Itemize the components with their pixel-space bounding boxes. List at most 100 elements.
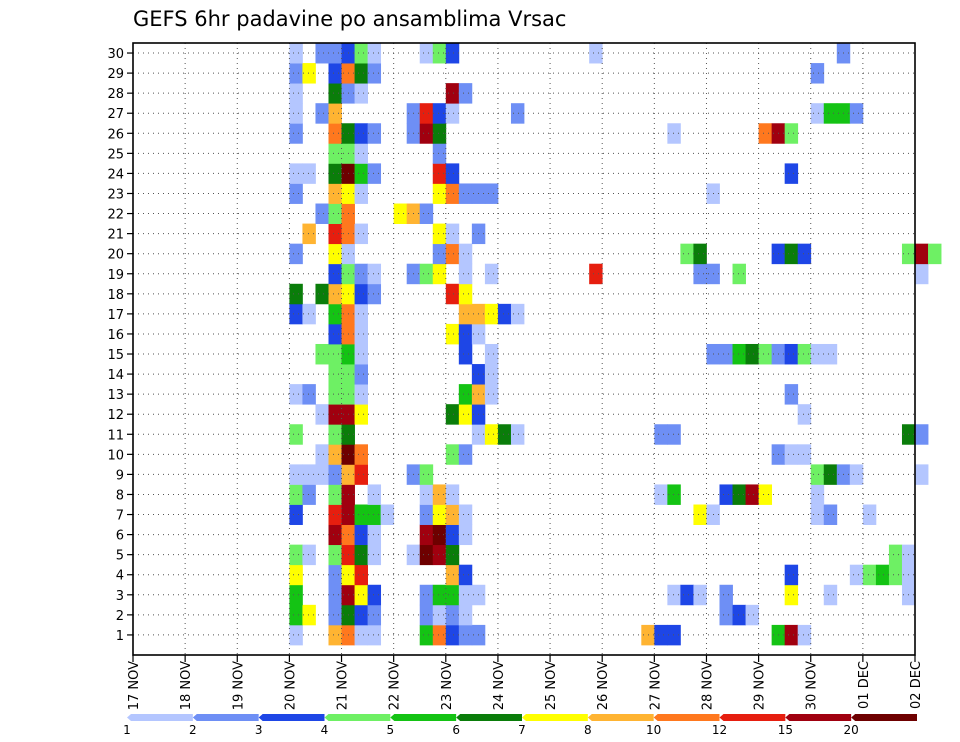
colorbar-label: 15 <box>778 723 793 737</box>
heat-cell <box>302 63 316 84</box>
y-tick-label: 24 <box>107 167 124 182</box>
heat-cell <box>445 283 460 305</box>
heat-cell <box>289 424 303 445</box>
y-tick-label: 16 <box>107 328 124 343</box>
heat-cell <box>367 43 382 64</box>
x-tick-label: 23 NOV <box>440 661 455 710</box>
heat-cell <box>458 343 473 365</box>
heat-cell <box>328 364 342 385</box>
colorbar-swatch <box>522 714 588 721</box>
heat-cell <box>367 163 382 184</box>
heat-cell <box>432 43 447 64</box>
heat-cell <box>667 123 681 144</box>
x-tick-label: 25 NOV <box>544 661 559 710</box>
heat-cell <box>445 404 460 425</box>
heat-cell <box>328 63 342 84</box>
heat-cell <box>354 303 368 325</box>
heat-cell <box>367 504 382 525</box>
heat-cell <box>745 343 759 365</box>
colorbar-label: 6 <box>452 723 460 737</box>
heat-cell <box>823 584 838 606</box>
heat-cell <box>289 484 303 505</box>
colorbar-label: 4 <box>321 723 329 737</box>
heat-cell <box>367 604 382 626</box>
heat-cell <box>654 624 668 646</box>
x-tick-label: 21 NOV <box>336 661 351 710</box>
heat-cell <box>289 283 303 305</box>
heat-cell <box>445 43 460 64</box>
heat-cell <box>354 584 368 606</box>
heat-cell <box>432 544 447 566</box>
heat-cell <box>289 504 303 525</box>
heat-cell <box>419 524 434 546</box>
heat-cell <box>419 123 434 144</box>
heat-cell <box>328 404 342 425</box>
heat-cell <box>784 163 799 184</box>
heat-cell <box>810 464 825 485</box>
heat-cell <box>784 564 799 586</box>
heat-cell <box>419 604 434 626</box>
x-tick-label: 22 NOV <box>388 661 403 710</box>
heat-cell <box>432 183 447 204</box>
heat-cell <box>354 83 368 104</box>
heat-cell <box>328 604 342 626</box>
heat-cell <box>302 484 316 505</box>
heat-cell <box>445 444 460 465</box>
heat-cell <box>810 63 825 84</box>
heat-cell <box>510 424 525 445</box>
heat-cell <box>354 504 368 525</box>
colorbar-label: 20 <box>844 723 859 737</box>
heat-cell <box>445 243 460 265</box>
heat-cell <box>432 504 447 525</box>
heat-cell <box>445 323 460 345</box>
heat-cell <box>315 404 329 425</box>
heat-cell <box>289 584 303 606</box>
y-tick-label: 26 <box>107 127 124 142</box>
heat-cell <box>328 103 342 124</box>
heat-cell <box>797 444 812 465</box>
heat-cell <box>797 243 812 265</box>
colorbar-label: 2 <box>189 723 197 737</box>
heat-cell <box>328 43 342 64</box>
heat-cell <box>354 564 368 586</box>
heat-cell <box>784 444 799 465</box>
heat-cell <box>432 584 447 606</box>
heat-cell <box>302 544 316 566</box>
heat-cell <box>823 343 838 365</box>
heat-cell <box>328 343 342 365</box>
heat-cell <box>745 484 759 505</box>
heat-cell <box>458 624 473 646</box>
heat-cell <box>458 303 473 325</box>
y-tick-label: 25 <box>107 147 124 162</box>
x-tick-label: 30 NOV <box>805 661 820 710</box>
y-tick-label: 13 <box>107 388 124 403</box>
heat-cell <box>328 283 342 305</box>
heat-cell <box>915 464 929 485</box>
heat-cell <box>445 524 460 546</box>
heat-cell <box>667 484 681 505</box>
heat-cell <box>445 163 460 184</box>
heat-cell <box>302 384 316 405</box>
y-tick-label: 22 <box>107 208 124 223</box>
heat-cell <box>367 584 382 606</box>
y-tick-label: 9 <box>116 468 124 483</box>
heat-cell <box>445 584 460 606</box>
x-tick-label: 18 NOV <box>179 661 194 710</box>
heat-cell <box>419 624 434 646</box>
heat-cell <box>289 604 303 626</box>
heat-cell <box>289 83 303 104</box>
y-tick-label: 5 <box>116 549 124 564</box>
y-axis: 1234567891011121314151617181920212223242… <box>107 47 133 644</box>
heat-cell <box>367 484 382 505</box>
heat-cell <box>315 43 329 64</box>
y-tick-label: 30 <box>107 47 124 62</box>
heat-cell <box>289 43 303 64</box>
heat-cell <box>928 243 942 265</box>
y-tick-label: 12 <box>107 408 124 423</box>
x-tick-label: 02 DEC <box>909 661 924 709</box>
y-tick-label: 19 <box>107 268 124 283</box>
heat-cell <box>289 384 303 405</box>
colorbar-swatch <box>192 714 259 721</box>
chart-title: GEFS 6hr padavine po ansamblima Vrsac <box>133 7 566 31</box>
